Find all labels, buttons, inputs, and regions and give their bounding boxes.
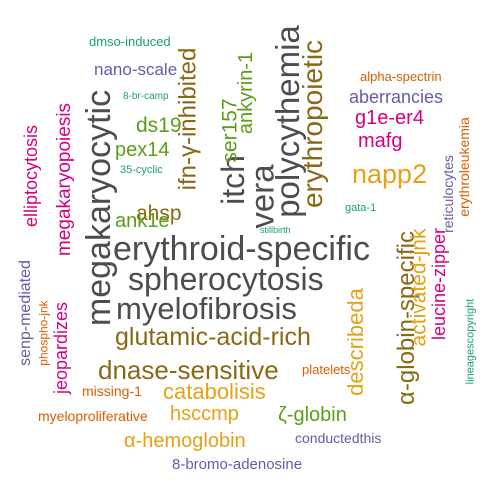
word-myeloproliferative: myeloproliferative [38,408,148,424]
word-zeta-globin: ζ-globin [278,404,347,426]
word-erythroleukemia: erythroleukemia [455,117,472,217]
word-jeopardizes: jeopardizes [51,301,72,395]
word-conductedthis: conductedthis [295,430,382,446]
word-alpha-hemoglobin: α-hemoglobin [124,430,246,452]
word-platelets: platelets [302,362,351,377]
word-lineagescopyright: lineagescopyright [464,298,477,385]
word-activated-jnk: activated-jnk [407,228,431,347]
word-ankyrin-1: ankyrin-1 [235,51,258,135]
word-dnase-sensitive: dnase-sensitive [98,355,279,385]
word-elliptocytosis: elliptocytosis [21,124,42,228]
word-35-cyclic: 35-cyclic [120,164,163,176]
word-senp-mediated: senp-mediated [16,260,34,366]
word-8-br-camp: 8-br-camp [123,91,169,102]
word-spherocytosis: spherocytosis [128,261,324,297]
word-erythroid-specific: erythroid-specific [113,230,370,268]
word-dmso-induced: dmso-induced [89,34,171,49]
word-leucine-zipper: leucine-zipper [429,227,450,341]
word-napp2: napp2 [352,159,428,189]
word-ank1e: ank1e [115,210,170,232]
word-mafg: mafg [358,130,403,152]
word-describeda: describeda [342,288,368,396]
word-megakaryopoiesis: megakaryopoiesis [54,102,76,257]
word-catabolisis: catabolisis [163,379,266,404]
word-ahsp: ahsp [136,202,182,225]
word-nano-scale: nano-scale [94,60,178,79]
word-ds19: ds19 [136,114,182,137]
word-pex14: pex14 [115,139,170,161]
word-aberrancies: aberrancies [349,87,444,107]
word-g1e-er4: g1e-er4 [355,107,424,129]
word-stillbirth: stillbirth [260,225,291,235]
word-myelofibrosis: myelofibrosis [116,291,297,326]
word-glutamic-acid-rich: glutamic-acid-rich [115,323,311,351]
word-8-bromo-adenosine: 8-bromo-adenosine [172,456,303,473]
word-erythropoietic: erythropoietic [297,39,329,209]
word-alpha-spectrin: alpha-spectrin [360,69,442,84]
word-gata-1: gata-1 [345,202,377,214]
word-hsccmp: hsccmp [170,403,239,425]
word-megakaryocytic: megakaryocytic [80,89,119,327]
word-phospho-jnk: phospho-jnk [36,300,51,366]
word-reticulocytes: reticulocytes [439,155,456,233]
word-missing-1: missing-1 [82,383,142,399]
